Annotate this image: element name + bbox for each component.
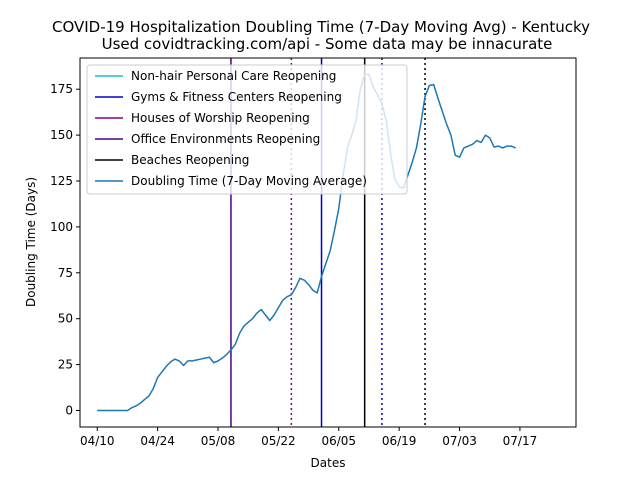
legend-label-3: Office Environments Reopening [131,132,320,146]
x-tick-label: 04/24 [140,434,175,448]
x-tick-label: 05/08 [201,434,236,448]
x-tick-label: 06/05 [321,434,356,448]
legend-label-5: Doubling Time (7-Day Moving Average) [131,174,367,188]
y-axis-label: Doubling Time (Days) [24,177,38,307]
y-tick-label: 25 [58,358,73,372]
x-axis: 04/10 04/24 05/08 05/22 06/05 06/19 07/03 07/17 [80,427,537,448]
y-tick-label: 150 [50,128,73,142]
x-tick-label: 06/19 [382,434,417,448]
x-tick-label: 04/10 [80,434,115,448]
y-tick-label: 100 [50,220,73,234]
legend: Non-hair Personal Care Reopening Gyms & F… [86,64,408,195]
y-tick-label: 175 [50,82,73,96]
y-tick-label: 75 [58,266,73,280]
legend-label-2: Houses of Worship Reopening [131,111,310,125]
x-tick-label: 07/03 [442,434,477,448]
legend-label-1: Gyms & Fitness Centers Reopening [131,90,342,104]
y-tick-label: 50 [58,312,73,326]
y-tick-label: 0 [65,403,73,417]
y-tick-label: 125 [50,174,73,188]
x-axis-label: Dates [311,456,346,470]
chart-subtitle: Used covidtracking.com/api - Some data m… [102,35,553,53]
legend-label-4: Beaches Reopening [131,153,249,167]
chart-title: COVID-19 Hospitalization Doubling Time (… [52,18,590,36]
legend-box [86,64,408,195]
x-tick-label: 05/22 [261,434,296,448]
series-line-0 [97,73,516,412]
y-axis: 0 25 50 75 100 125 150 175 [50,82,80,417]
series-layer [97,73,516,412]
legend-label-0: Non-hair Personal Care Reopening [131,69,336,83]
plot-frame [79,57,577,428]
x-tick-label: 07/17 [503,434,538,448]
